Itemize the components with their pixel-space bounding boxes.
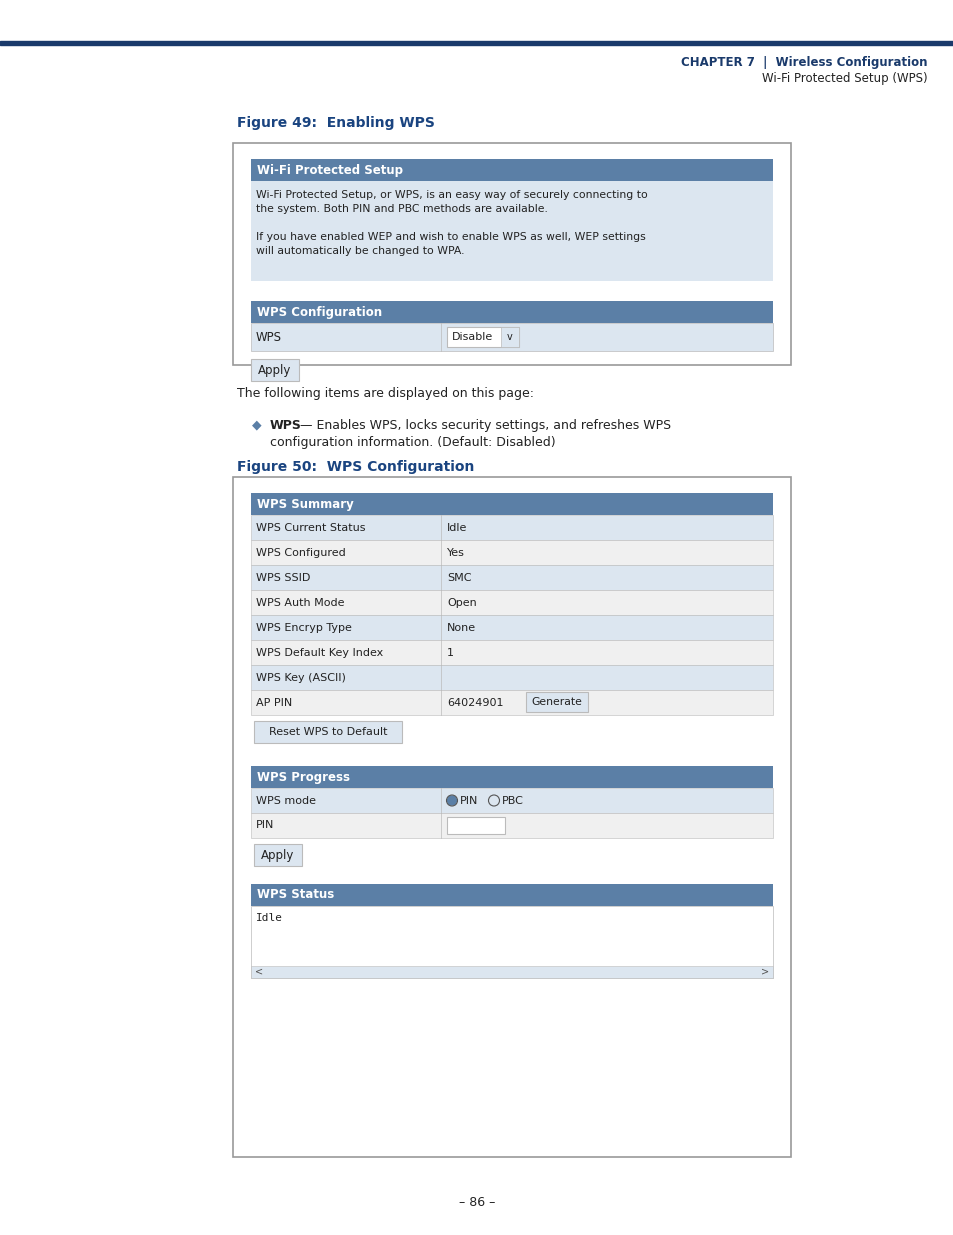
Text: WPS Encryp Type: WPS Encryp Type: [255, 622, 352, 632]
Bar: [251, 540, 772, 564]
Text: WPS Configuration: WPS Configuration: [256, 305, 382, 319]
Bar: [251, 813, 772, 839]
Text: None: None: [447, 622, 476, 632]
Bar: [251, 766, 772, 788]
Text: Wi-Fi Protected Setup: Wi-Fi Protected Setup: [256, 163, 402, 177]
Bar: [251, 324, 772, 351]
Text: WPS: WPS: [270, 419, 301, 431]
Bar: [251, 515, 772, 540]
Bar: [251, 884, 772, 906]
Text: Apply: Apply: [258, 363, 292, 377]
Text: Apply: Apply: [261, 848, 294, 862]
Text: WPS Default Key Index: WPS Default Key Index: [255, 647, 383, 657]
Text: WPS Summary: WPS Summary: [256, 498, 354, 510]
Text: CHAPTER 7  |  Wireless Configuration: CHAPTER 7 | Wireless Configuration: [680, 56, 927, 68]
Text: 64024901: 64024901: [447, 698, 503, 708]
Bar: [251, 640, 772, 664]
Text: >: >: [760, 967, 768, 977]
Text: Figure 50:  WPS Configuration: Figure 50: WPS Configuration: [236, 459, 474, 474]
Bar: [525, 692, 587, 713]
Bar: [251, 359, 298, 382]
Text: SMC: SMC: [447, 573, 471, 583]
Text: PIN: PIN: [255, 820, 274, 830]
Bar: [251, 966, 772, 978]
Bar: [251, 788, 772, 813]
Circle shape: [447, 797, 456, 805]
Text: WPS SSID: WPS SSID: [255, 573, 310, 583]
Text: WPS Key (ASCII): WPS Key (ASCII): [255, 673, 346, 683]
Text: <: <: [254, 967, 263, 977]
Text: configuration information. (Default: Disabled): configuration information. (Default: Dis…: [270, 436, 555, 448]
Text: WPS mode: WPS mode: [255, 795, 315, 805]
Bar: [0, 0, 953, 40]
Text: Disable: Disable: [452, 332, 493, 342]
Bar: [500, 327, 518, 347]
Bar: [251, 615, 772, 640]
Bar: [253, 721, 401, 743]
Bar: [251, 159, 772, 182]
Text: Idle: Idle: [255, 913, 283, 923]
Text: WPS Current Status: WPS Current Status: [255, 522, 365, 532]
Bar: [251, 301, 772, 324]
Text: v: v: [507, 332, 513, 342]
Text: Reset WPS to Default: Reset WPS to Default: [269, 727, 387, 737]
Bar: [253, 844, 302, 866]
Bar: [447, 327, 518, 347]
Text: WPS Auth Mode: WPS Auth Mode: [255, 598, 344, 608]
Text: the system. Both PIN and PBC methods are available.: the system. Both PIN and PBC methods are…: [255, 204, 547, 214]
Bar: [251, 182, 772, 282]
Text: Wi-Fi Protected Setup (WPS): Wi-Fi Protected Setup (WPS): [761, 72, 927, 84]
Text: Open: Open: [447, 598, 476, 608]
Text: WPS Configured: WPS Configured: [255, 547, 345, 557]
Text: Generate: Generate: [531, 697, 582, 706]
Text: Idle: Idle: [447, 522, 467, 532]
Text: Wi-Fi Protected Setup, or WPS, is an easy way of securely connecting to: Wi-Fi Protected Setup, or WPS, is an eas…: [255, 190, 647, 200]
Bar: [0, 41, 953, 44]
Bar: [233, 477, 790, 1157]
Bar: [251, 493, 772, 515]
Text: WPS Progress: WPS Progress: [256, 771, 350, 783]
Text: WPS Status: WPS Status: [256, 888, 334, 902]
Text: Yes: Yes: [447, 547, 464, 557]
Text: 1: 1: [447, 647, 454, 657]
Bar: [233, 143, 790, 366]
Text: If you have enabled WEP and wish to enable WPS as well, WEP settings: If you have enabled WEP and wish to enab…: [255, 232, 645, 242]
Text: — Enables WPS, locks security settings, and refreshes WPS: — Enables WPS, locks security settings, …: [299, 419, 670, 431]
Bar: [251, 564, 772, 590]
Bar: [251, 664, 772, 690]
Text: Figure 49:  Enabling WPS: Figure 49: Enabling WPS: [236, 116, 435, 130]
Text: PIN: PIN: [459, 795, 477, 805]
Text: PBC: PBC: [501, 795, 523, 805]
Text: AP PIN: AP PIN: [255, 698, 292, 708]
Bar: [251, 690, 772, 715]
Bar: [251, 590, 772, 615]
Bar: [251, 906, 772, 978]
Text: will automatically be changed to WPA.: will automatically be changed to WPA.: [255, 246, 464, 256]
Bar: [447, 818, 504, 834]
Text: ◆: ◆: [252, 419, 261, 431]
Text: – 86 –: – 86 –: [458, 1197, 495, 1209]
Text: WPS: WPS: [255, 331, 282, 343]
Text: The following items are displayed on this page:: The following items are displayed on thi…: [236, 387, 534, 399]
